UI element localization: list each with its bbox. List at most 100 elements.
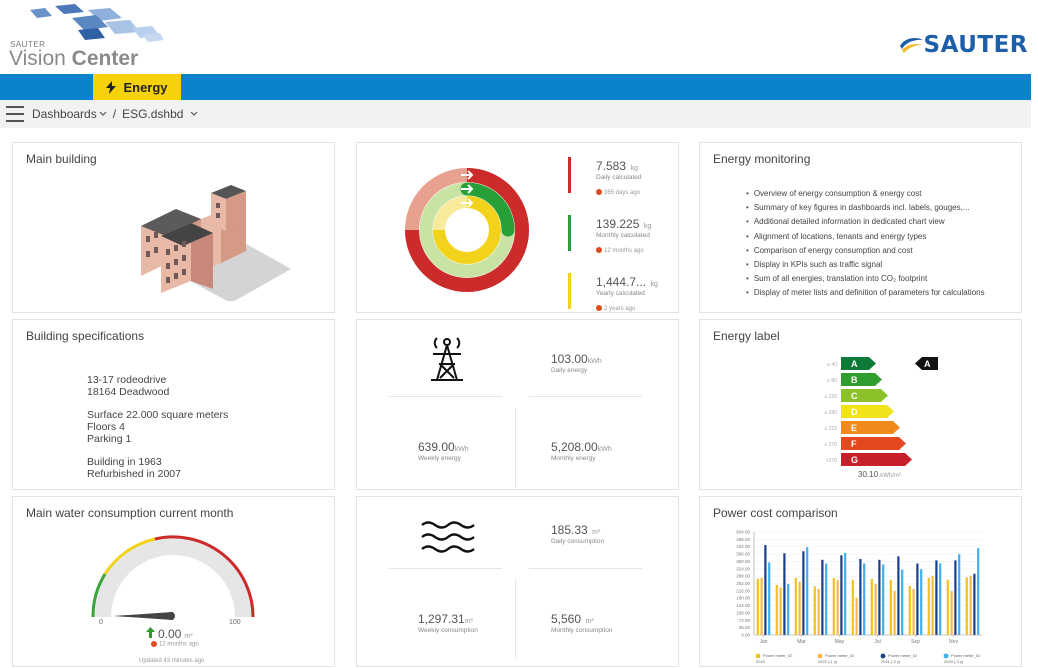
sauter-swoosh-icon	[899, 38, 923, 53]
water-gauge-panel: Main water consumption current month 0 1…	[12, 496, 335, 667]
chevron-down-icon	[99, 111, 107, 116]
bar-sep-1	[912, 589, 915, 635]
gauge-max: 100	[229, 619, 241, 626]
x-tick-label: Nov	[949, 639, 958, 645]
bar-jul-1	[874, 583, 877, 635]
energy-class-g: G >270	[826, 453, 912, 466]
building-illustration-icon	[141, 185, 291, 301]
spec-line: Parking 1	[87, 433, 132, 445]
bar-dec-1	[969, 575, 972, 635]
monthly-consumption: 5,560 m³ Monthly consumption	[551, 612, 613, 634]
divider	[529, 396, 642, 397]
gauge-needle	[113, 612, 175, 620]
energy-class-limit: ≤ 180	[825, 410, 838, 416]
bar-dec-3	[977, 548, 980, 635]
spec-line: Floors 4	[87, 421, 125, 433]
bar-jan-1	[760, 577, 763, 635]
building-specs-text: 13-17 rodeodrive 18164 Deadwood Surface …	[87, 374, 228, 480]
energy-monitoring-item: Additional detailed information in dedic…	[746, 215, 985, 229]
spec-line: Refurbished in 2007	[87, 468, 181, 480]
y-tick-label: 252.00	[736, 581, 750, 586]
bar-nov-3	[958, 554, 961, 635]
tab-energy[interactable]: Energy	[93, 74, 181, 100]
breadcrumb-dashboards[interactable]: Dashboards	[32, 107, 107, 121]
bar-jun-3	[863, 563, 866, 635]
energy-class-a: A ≤ 40	[827, 357, 876, 370]
building-specifications-panel: Building specifications 13-17 rodeodrive…	[12, 319, 335, 490]
energy-monitoring-item: Display of meter lists and definition of…	[746, 286, 985, 300]
bar-aug-0	[889, 579, 892, 635]
bar-oct-0	[927, 577, 930, 635]
energy-monitoring-item: Sum of all energies, translation into CO…	[746, 272, 985, 286]
y-tick-label: 288.00	[736, 574, 750, 579]
y-tick-label: 36.00	[739, 625, 751, 630]
main-building-panel: Main building	[12, 142, 335, 313]
daily-energy: 103.00kWh Daily energy	[551, 352, 602, 374]
logo-graphic-icon	[30, 4, 164, 42]
bar-jul-3	[882, 564, 885, 635]
bar-sep-3	[920, 569, 923, 635]
co2-yearly: 1,444.7... kg Yearly calculated 2 years …	[596, 275, 658, 312]
breadcrumb-separator: /	[112, 107, 117, 121]
energy-class-letter: D	[851, 407, 858, 417]
x-tick-label: Sep	[911, 639, 920, 645]
energy-class-limit: ≤ 120	[825, 394, 838, 400]
bar-mar-3	[806, 547, 809, 635]
panel-title: Main water consumption current month	[26, 506, 234, 520]
energy-label-panel: Energy label A ≤ 40 A B ≤ 80 C ≤ 120 D ≤ 180 E ≤ 2…	[699, 319, 1022, 490]
divider	[515, 579, 516, 659]
energy-monitoring-item: Alignment of locations, tenants and ener…	[746, 230, 985, 244]
energy-monitoring-item: Display in KPIs such as traffic signal	[746, 258, 985, 272]
energy-class-letter: C	[851, 391, 858, 401]
y-tick-label: 216.00	[736, 588, 750, 593]
y-tick-label: 324.00	[736, 566, 750, 571]
energy-class-e: E ≤ 222	[825, 421, 900, 434]
bar-feb-1	[779, 587, 782, 635]
menu-icon[interactable]	[6, 106, 24, 122]
bar-nov-2	[954, 560, 957, 635]
bar-jan-3	[768, 562, 771, 635]
co2-ring-daily	[405, 168, 529, 292]
bar-oct-2	[935, 560, 938, 635]
bar-oct-1	[931, 575, 934, 635]
energy-class-c: C ≤ 120	[825, 389, 888, 402]
x-tick-label: Mar	[797, 639, 806, 645]
energy-class-b: B ≤ 80	[827, 373, 882, 386]
vision-center-logo: SAUTER Vision Center	[0, 0, 180, 72]
bar-sep-2	[916, 563, 919, 635]
bar-may-1	[836, 580, 839, 635]
bar-apr-0	[813, 586, 816, 635]
water-gauge-age: 12 months ago	[151, 641, 199, 648]
bar-jan-0	[756, 578, 759, 635]
bar-may-0	[832, 578, 835, 635]
water-gauge-value: 0.00 m³	[146, 627, 193, 641]
breadcrumb-esg[interactable]: ESG.dshbd	[122, 107, 198, 121]
spec-line: Surface 22.000 square meters	[87, 409, 229, 421]
y-tick-label: 72.00	[739, 618, 751, 623]
energy-current-marker: A	[915, 357, 938, 370]
divider	[389, 396, 502, 397]
svg-text:Power meter_02: Power meter_02	[825, 653, 855, 658]
power-cost-panel: Power cost comparison 504.00 468.00 432.00…	[699, 496, 1022, 667]
panel-title: Energy monitoring	[713, 152, 811, 166]
co2-indicator-yearly	[568, 273, 571, 309]
svg-text:2021 (-2 y): 2021 (-2 y)	[881, 659, 901, 664]
monthly-energy: 5,208.00kWh Monthly energy	[551, 440, 612, 462]
breadcrumb: Dashboards / ESG.dshbd	[0, 100, 1031, 128]
bar-apr-2	[821, 559, 824, 635]
energy-class-letter: A	[851, 359, 858, 369]
vendor-small-label: SAUTER	[10, 40, 46, 49]
bar-dec-0	[965, 577, 968, 635]
svg-text:Power meter_02: Power meter_02	[888, 653, 918, 658]
bar-aug-3	[901, 569, 904, 635]
bar-nov-1	[950, 591, 953, 635]
chevron-down-icon	[191, 111, 198, 116]
bar-jun-2	[859, 558, 862, 635]
svg-text:Power meter_02: Power meter_02	[951, 653, 981, 658]
bar-dec-2	[973, 573, 976, 635]
